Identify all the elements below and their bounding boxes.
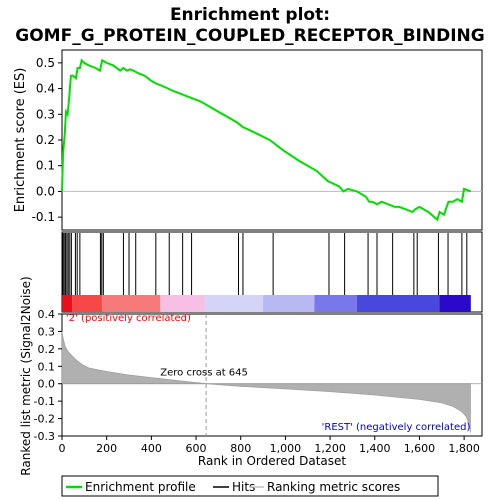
- metric-panel: Zero cross at 645 '2' (positively correla…: [19, 276, 483, 476]
- colorbar-segment: [314, 295, 357, 312]
- hits-panel: [61, 231, 483, 313]
- es-y-tick-label: 0.3: [36, 107, 55, 121]
- chart-title-line-1: Enrichment plot:: [170, 5, 330, 25]
- x-tick-label: 800: [230, 442, 251, 455]
- x-tick-label: 0: [59, 442, 66, 455]
- es-y-tick-label: 0.2: [36, 133, 55, 147]
- colorbar-segment: [263, 295, 315, 312]
- ranking-metric-area: [61, 331, 471, 433]
- legend-label-ranking: Ranking metric scores: [267, 480, 400, 494]
- metric-y-tick-label: -0.2: [34, 413, 55, 426]
- colorbar-segment: [72, 295, 103, 312]
- es-y-tick-label: 0.1: [36, 159, 55, 173]
- metric-y-axis-label: Ranked list metric (Signal2Noise): [19, 276, 33, 475]
- x-tick-label: 1,400: [359, 442, 391, 455]
- es-panel: -0.1 0.0 0.1 0.2 0.3 0.4 0.5 Enrichment score (…: [13, 49, 483, 231]
- x-axis-label: Rank in Ordered Dataset: [198, 454, 346, 468]
- metric-y-tick-label: 0.0: [38, 378, 56, 391]
- legend-box: [61, 475, 439, 497]
- colorbar-segment: [204, 295, 264, 312]
- metric-y-tick-label: -0.1: [34, 395, 55, 408]
- x-tick-label: 1,600: [404, 442, 436, 455]
- enrichment-profile-line: [61, 58, 472, 222]
- legend: Enrichment profile Hits Ranking metric sco…: [61, 475, 439, 497]
- x-tick-label: 600: [186, 442, 207, 455]
- metric-y-tick-label: 0.2: [38, 343, 56, 356]
- es-y-tick-label: 0.0: [36, 184, 55, 198]
- es-y-tick-label: 0.4: [36, 82, 55, 96]
- es-plot-frame: [61, 49, 483, 231]
- metric-y-tick-label: -0.3: [34, 430, 55, 443]
- x-tick-label: 1,000: [270, 442, 302, 455]
- colorbar-segment: [102, 295, 161, 312]
- metric-y-tick-label: 0.3: [38, 325, 56, 338]
- es-y-tick-label: 0.5: [36, 56, 55, 70]
- colorbar-segment: [62, 295, 73, 312]
- x-tick-label: 200: [96, 442, 117, 455]
- x-tick-label: 1,200: [314, 442, 346, 455]
- metric-y-tick-label: 0.1: [38, 360, 56, 373]
- colorbar-segment: [356, 295, 440, 312]
- x-tick-label: 1,800: [448, 442, 480, 455]
- chart-title-line-2: GOMF_G_PROTEIN_COUPLED_RECEPTOR_BINDING: [15, 26, 484, 46]
- es-y-tick-label: -0.1: [32, 210, 55, 224]
- legend-label-enrichment: Enrichment profile: [85, 480, 196, 494]
- legend-label-hits: Hits: [232, 480, 255, 494]
- x-tick-label: 400: [141, 442, 162, 455]
- colorbar-segment: [160, 295, 205, 312]
- colorbar-segment: [439, 295, 471, 312]
- metric-y-tick-label: 0.4: [38, 308, 56, 321]
- es-y-axis-label: Enrichment score (ES): [13, 68, 28, 213]
- negative-correlation-label: 'REST' (negatively correlated): [322, 422, 471, 433]
- zero-cross-label: Zero cross at 645: [160, 368, 248, 379]
- positive-correlation-label: '2' (positively correlated): [66, 313, 191, 324]
